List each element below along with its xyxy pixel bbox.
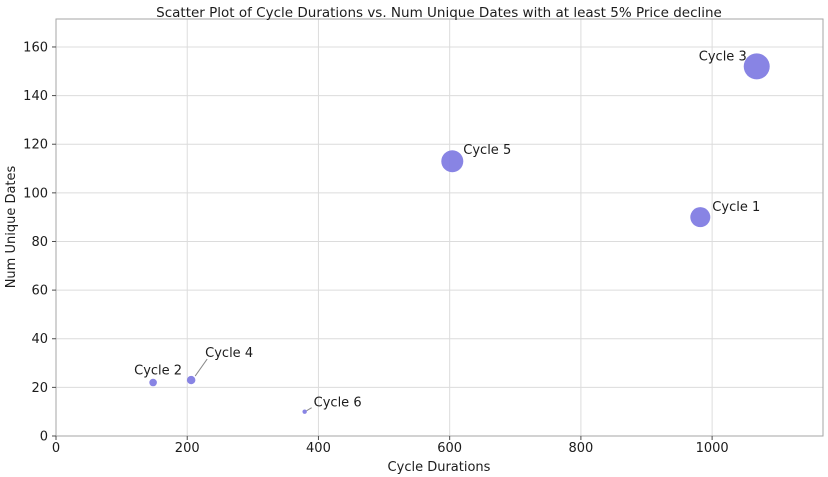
- annotation-connector: [194, 358, 208, 377]
- axis-ticks: 0 200 400 600 800 1000 0 20 40 60 80 100 120 140 160: [23, 40, 728, 456]
- gridlines: [55, 19, 823, 437]
- plot-border: [55, 18, 824, 437]
- data-point-label: Cycle 4: [205, 346, 253, 361]
- x-tick-label: 200: [175, 441, 200, 456]
- chart-title: Scatter Plot of Cycle Durations vs. Num …: [156, 5, 722, 21]
- y-axis-label: Num Unique Dates: [4, 165, 19, 288]
- x-axis-label: Cycle Durations: [388, 460, 491, 475]
- y-tick-label: 120: [23, 138, 48, 153]
- y-tick-label: 20: [31, 381, 48, 396]
- data-points: Cycle 1 Cycle 2 Cycle 3 Cycle 4 Cycle 5 Cycle…: [134, 49, 770, 414]
- y-tick-label: 160: [23, 40, 48, 55]
- data-point-label: Cycle 1: [712, 200, 760, 215]
- y-tick-label: 60: [31, 284, 48, 299]
- data-point-label: Cycle 6: [314, 396, 362, 411]
- data-point-cycle-4: [186, 375, 196, 385]
- data-point-cycle-1: [690, 207, 711, 228]
- y-tick-label: 0: [40, 430, 48, 445]
- data-point-cycle-2: [149, 378, 157, 387]
- y-tick-label: 40: [31, 332, 48, 347]
- annotation-connector: [306, 407, 312, 412]
- data-point-cycle-3: [743, 53, 770, 80]
- x-tick-label: 400: [306, 441, 331, 456]
- data-point-label: Cycle 3: [699, 49, 747, 64]
- data-point-label: Cycle 5: [463, 143, 511, 158]
- x-tick-label: 1000: [696, 441, 729, 456]
- y-tick-label: 140: [23, 89, 48, 104]
- data-point-label: Cycle 2: [134, 364, 182, 379]
- data-point-cycle-6: [302, 409, 307, 414]
- x-tick-label: 0: [52, 441, 60, 456]
- x-tick-label: 800: [568, 441, 593, 456]
- data-point-cycle-5: [441, 150, 464, 173]
- y-tick-label: 100: [23, 186, 48, 201]
- x-tick-label: 600: [437, 441, 462, 456]
- y-tick-label: 80: [31, 235, 48, 250]
